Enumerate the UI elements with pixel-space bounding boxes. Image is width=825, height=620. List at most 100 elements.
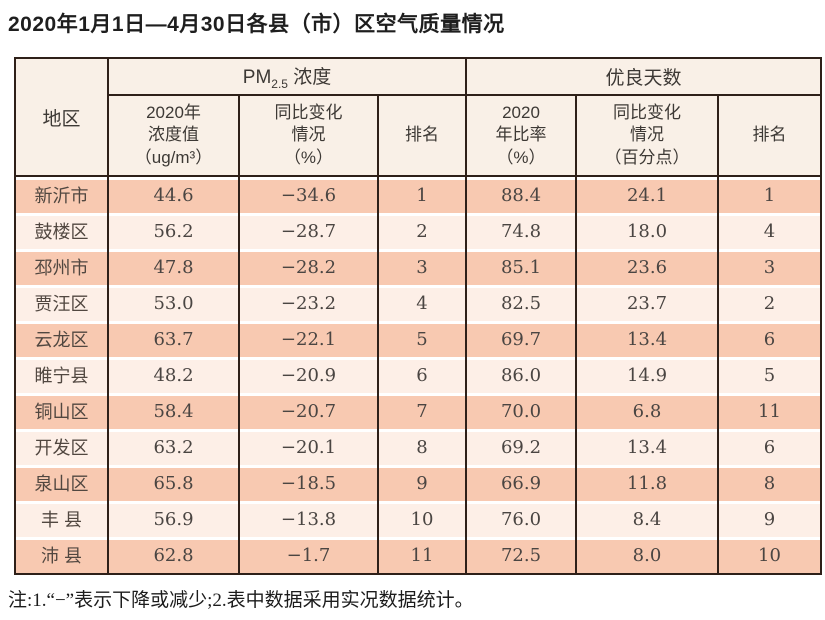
cell-pm-rank: 1 [377,176,467,213]
column-header-good-ratio: 2020 年比率 （%） [465,95,577,177]
pm25-label-suffix: 浓度 [287,67,332,89]
cell-pm-rank: 4 [377,285,467,321]
table-body: 新沂市 44.6 −34.6 1 88.4 24.1 1 鼓楼区 56.2 −2… [14,176,822,574]
cell-pm-value: 48.2 [107,357,240,393]
column-group-good-days: 优良天数 [465,58,822,96]
cell-good-rank: 5 [717,357,822,393]
cell-good-rank: 11 [717,393,822,429]
cell-good-change: 6.8 [575,393,719,429]
table-row: 丰 县 56.9 −13.8 10 76.0 8.4 9 [14,501,822,537]
cell-good-rank: 2 [717,285,822,321]
cell-good-ratio: 88.4 [465,176,577,213]
footnote: 注:1.“−”表示下降或减少;2.表中数据采用实况数据统计。 [8,590,474,611]
header-sub-row: 2020年 浓度值 （ug/m³） 同比变化 情况 （%） 排名 2020 年比… [15,95,822,177]
column-group-pm25: PM2.5 浓度 [107,58,467,96]
cell-region: 沛 县 [14,537,109,574]
cell-good-ratio: 74.8 [465,213,577,249]
cell-pm-rank: 2 [377,213,467,249]
cell-region: 泉山区 [14,465,109,501]
cell-pm-change: −20.7 [238,393,379,429]
cell-region: 鼓楼区 [14,213,109,249]
cell-good-rank: 10 [717,537,822,574]
cell-good-change: 8.4 [575,501,719,537]
column-header-good-change: 同比变化 情况 （百分点） [575,95,719,177]
cell-pm-rank: 6 [377,357,467,393]
pm25-subscript: 2.5 [271,76,288,91]
cell-pm-change: −20.9 [238,357,379,393]
cell-good-rank: 6 [717,321,822,357]
cell-pm-change: −1.7 [238,537,379,574]
table-row: 云龙区 63.7 −22.1 5 69.7 13.4 6 [14,321,822,357]
cell-good-ratio: 70.0 [465,393,577,429]
table-row: 泉山区 65.8 −18.5 9 66.9 11.8 8 [14,465,822,501]
cell-region: 新沂市 [14,176,109,213]
cell-pm-value: 44.6 [107,176,240,213]
cell-good-rank: 9 [717,501,822,537]
table-row: 沛 县 62.8 −1.7 11 72.5 8.0 10 [14,537,822,574]
cell-good-ratio: 69.2 [465,429,577,465]
cell-pm-value: 65.8 [107,465,240,501]
cell-pm-value: 56.2 [107,213,240,249]
cell-pm-rank: 10 [377,501,467,537]
air-quality-table: 地区 PM2.5 浓度 优良天数 2020年 浓度值 （ug/m³） 同比变化 … [14,57,822,575]
cell-good-ratio: 72.5 [465,537,577,574]
table-row: 鼓楼区 56.2 −28.7 2 74.8 18.0 4 [14,213,822,249]
column-header-pm-rank: 排名 [377,95,467,177]
table-row: 开发区 63.2 −20.1 8 69.2 13.4 6 [14,429,822,465]
cell-pm-value: 53.0 [107,285,240,321]
column-header-pm-value: 2020年 浓度值 （ug/m³） [107,95,240,177]
cell-good-ratio: 82.5 [465,285,577,321]
table-row: 铜山区 58.4 −20.7 7 70.0 6.8 11 [14,393,822,429]
table-row: 邳州市 47.8 −28.2 3 85.1 23.6 3 [14,249,822,285]
cell-pm-change: −28.7 [238,213,379,249]
pm25-label-prefix: PM [242,67,272,89]
page-title: 2020年1月1日—4月30日各县（市）区空气质量情况 [8,13,505,36]
cell-good-ratio: 76.0 [465,501,577,537]
cell-pm-change: −20.1 [238,429,379,465]
cell-good-change: 14.9 [575,357,719,393]
cell-pm-value: 56.9 [107,501,240,537]
cell-good-change: 13.4 [575,321,719,357]
cell-good-ratio: 66.9 [465,465,577,501]
cell-good-change: 23.6 [575,249,719,285]
cell-region: 贾汪区 [14,285,109,321]
cell-good-change: 11.8 [575,465,719,501]
table-header: 地区 PM2.5 浓度 优良天数 2020年 浓度值 （ug/m³） 同比变化 … [14,58,822,177]
table-row: 贾汪区 53.0 −23.2 4 82.5 23.7 2 [14,285,822,321]
table-row: 睢宁县 48.2 −20.9 6 86.0 14.9 5 [14,357,822,393]
column-header-good-rank: 排名 [717,95,822,177]
cell-pm-rank: 8 [377,429,467,465]
cell-pm-rank: 5 [377,321,467,357]
cell-region: 开发区 [14,429,109,465]
cell-good-rank: 8 [717,465,822,501]
cell-good-ratio: 69.7 [465,321,577,357]
cell-pm-value: 62.8 [107,537,240,574]
cell-pm-rank: 9 [377,465,467,501]
cell-good-change: 8.0 [575,537,719,574]
cell-good-change: 24.1 [575,176,719,213]
table-row: 新沂市 44.6 −34.6 1 88.4 24.1 1 [14,176,822,213]
cell-region: 铜山区 [14,393,109,429]
cell-pm-change: −22.1 [238,321,379,357]
cell-good-rank: 1 [717,176,822,213]
cell-pm-rank: 3 [377,249,467,285]
column-header-region: 地区 [14,58,109,177]
cell-good-rank: 3 [717,249,822,285]
cell-pm-value: 47.8 [107,249,240,285]
cell-pm-value: 63.2 [107,429,240,465]
cell-region: 云龙区 [14,321,109,357]
cell-region: 睢宁县 [14,357,109,393]
cell-pm-change: −23.2 [238,285,379,321]
cell-pm-change: −13.8 [238,501,379,537]
cell-pm-rank: 7 [377,393,467,429]
cell-pm-change: −28.2 [238,249,379,285]
cell-good-change: 23.7 [575,285,719,321]
cell-region: 丰 县 [14,501,109,537]
cell-good-rank: 6 [717,429,822,465]
header-group-row: 地区 PM2.5 浓度 优良天数 [14,58,822,177]
cell-pm-change: −34.6 [238,176,379,213]
cell-good-rank: 4 [717,213,822,249]
cell-pm-rank: 11 [377,537,467,574]
cell-pm-change: −18.5 [238,465,379,501]
